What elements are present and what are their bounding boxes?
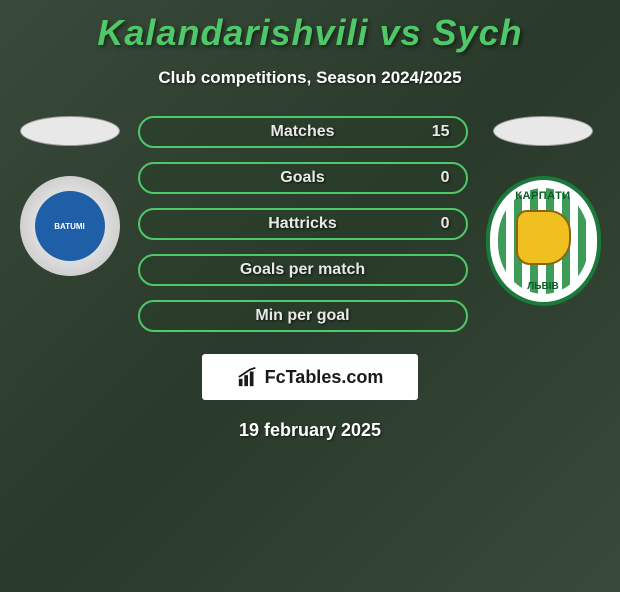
stat-row-matches: Matches 15 <box>138 116 468 148</box>
left-column: BATUMI <box>20 116 120 276</box>
brand-badge: FcTables.com <box>202 354 418 400</box>
stats-column: Matches 15 Goals 0 Hattricks 0 Goals per… <box>138 116 468 332</box>
footer-date: 19 february 2025 <box>0 420 620 441</box>
left-player-placeholder <box>20 116 120 146</box>
right-team-logo-bottom-text: ЛЬВІВ <box>527 281 558 292</box>
right-team-logo-top-text: КАРПАТИ <box>515 190 570 202</box>
stat-value-right: 0 <box>441 215 450 233</box>
stat-label: Matches <box>270 123 334 141</box>
right-player-placeholder <box>493 116 593 146</box>
stat-label: Hattricks <box>268 215 336 233</box>
stat-label: Goals per match <box>240 261 365 279</box>
stat-value-right: 0 <box>441 169 450 187</box>
bar-chart-icon <box>237 366 259 388</box>
left-team-logo: BATUMI <box>20 176 120 276</box>
brand-text: FcTables.com <box>265 367 384 388</box>
stat-label: Min per goal <box>255 307 349 325</box>
stat-value-right: 15 <box>432 123 450 141</box>
right-team-logo-lion-icon <box>516 210 571 265</box>
page-subtitle: Club competitions, Season 2024/2025 <box>0 68 620 88</box>
right-column: КАРПАТИ ЛЬВІВ <box>486 116 601 306</box>
stat-row-goals: Goals 0 <box>138 162 468 194</box>
left-team-logo-inner: BATUMI <box>35 191 105 261</box>
stat-row-goals-per-match: Goals per match <box>138 254 468 286</box>
right-team-logo: КАРПАТИ ЛЬВІВ <box>486 176 601 306</box>
stat-row-hattricks: Hattricks 0 <box>138 208 468 240</box>
stat-row-min-per-goal: Min per goal <box>138 300 468 332</box>
page-title: Kalandarishvili vs Sych <box>0 12 620 54</box>
comparison-content: BATUMI Matches 15 Goals 0 Hattricks 0 Go… <box>0 116 620 332</box>
stat-label: Goals <box>280 169 324 187</box>
